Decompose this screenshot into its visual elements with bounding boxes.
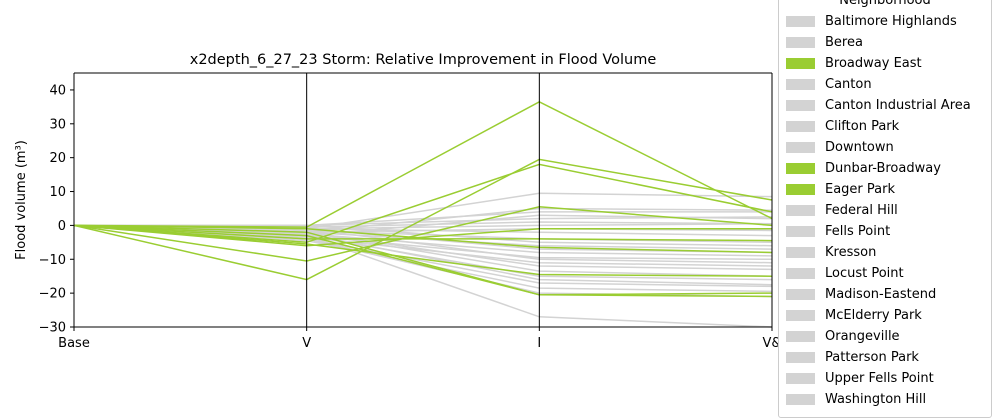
x-tick-label: Base: [58, 336, 90, 351]
legend-label: Patterson Park: [825, 350, 919, 365]
legend-label: Fells Point: [825, 224, 891, 239]
legend: Neighborhood Baltimore Highlands Berea Bro…: [778, 0, 992, 418]
legend-swatch: [786, 37, 815, 48]
legend-item: Clifton Park: [779, 116, 991, 137]
legend-swatch: [786, 16, 815, 27]
highlight-series-line-3: [73, 163, 773, 244]
gray-series-line-15: [73, 224, 773, 293]
legend-swatch: [786, 163, 815, 174]
legend-swatch: [786, 184, 815, 195]
legend-item: Federal Hill: [779, 200, 991, 221]
legend-swatch: [786, 205, 815, 216]
legend-swatch: [786, 58, 815, 69]
highlight-series-line-8: [73, 224, 773, 298]
x-tick-label: I: [537, 336, 541, 351]
highlight-series-line-1: [73, 100, 773, 228]
axes: Base V I V&40 30 20 10 0 −10 −20 −30: [39, 72, 782, 351]
y-tick-label: 0: [58, 219, 66, 234]
legend-item: Locust Point: [779, 263, 991, 284]
legend-swatch: [786, 247, 815, 258]
legend-label: Berea: [825, 35, 863, 50]
highlight-series-line-7: [73, 224, 773, 277]
legend-swatch: [786, 100, 815, 111]
chart: x2depth_6_27_23 Storm: Relative Improvem…: [14, 52, 782, 351]
y-axis-label: Flood volume (m³): [14, 140, 29, 260]
legend-label: Madison-Eastend: [825, 287, 937, 302]
legend-item: Dunbar-Broadway: [779, 158, 991, 179]
legend-swatch: [786, 352, 815, 363]
legend-swatch: [786, 121, 815, 132]
legend-label: Eager Park: [825, 182, 896, 197]
legend-title: Neighborhood: [839, 0, 931, 8]
legend-item: Canton Industrial Area: [779, 95, 991, 116]
legend-label: Canton Industrial Area: [825, 98, 971, 113]
legend-items: Baltimore Highlands Berea Broadway East Can…: [779, 11, 991, 410]
legend-label: Upper Fells Point: [825, 371, 934, 386]
gray-series-line-22: [74, 211, 772, 227]
chart-title: x2depth_6_27_23 Storm: Relative Improvem…: [190, 52, 657, 68]
legend-label: Locust Point: [825, 266, 904, 281]
highlight-series-line-2: [73, 158, 773, 281]
legend-swatch: [786, 373, 815, 384]
legend-item: Canton: [779, 74, 991, 95]
x-tick-label: V&: [762, 336, 781, 351]
legend-swatch: [786, 142, 815, 153]
legend-label: Broadway East: [825, 56, 922, 71]
gray-series-lines: [73, 192, 773, 328]
legend-item: Fells Point: [779, 221, 991, 242]
highlight-series-line-9: [73, 224, 773, 254]
legend-item: Berea: [779, 32, 991, 53]
highlight-series-lines: [73, 100, 773, 298]
y-tick-label: 10: [49, 185, 66, 200]
legend-item: Madison-Eastend: [779, 284, 991, 305]
legend-item: Eager Park: [779, 179, 991, 200]
legend-item: Patterson Park: [779, 347, 991, 368]
y-tick-label: 40: [49, 83, 66, 98]
legend-label: McElderry Park: [825, 308, 922, 323]
legend-label: Clifton Park: [825, 119, 900, 134]
legend-label: Dunbar-Broadway: [825, 161, 941, 176]
legend-swatch: [786, 289, 815, 300]
legend-swatch: [786, 226, 815, 237]
legend-item: Baltimore Highlands: [779, 11, 991, 32]
y-tick-label: 30: [49, 117, 66, 132]
y-tick-label: 20: [49, 151, 66, 166]
y-tick-label: −10: [39, 253, 66, 268]
legend-swatch: [786, 268, 815, 279]
gray-series-line-11: [73, 224, 773, 267]
y-tick-label: −20: [39, 287, 66, 302]
legend-label: Kresson: [825, 245, 877, 260]
legend-label: Baltimore Highlands: [825, 14, 957, 29]
legend-swatch: [786, 310, 815, 321]
gray-series-line-7: [73, 224, 773, 244]
legend-swatch: [786, 79, 815, 90]
legend-label: Orangeville: [825, 329, 900, 344]
x-tick-label: V: [302, 336, 311, 351]
legend-item: Kresson: [779, 242, 991, 263]
legend-label: Federal Hill: [825, 203, 898, 218]
legend-item: McElderry Park: [779, 305, 991, 326]
legend-label: Canton: [825, 77, 872, 92]
highlight-series-line-5: [73, 224, 772, 247]
y-tick-label: −30: [39, 321, 66, 336]
legend-item: Broadway East: [779, 53, 991, 74]
legend-swatch: [786, 331, 815, 342]
highlight-series-line-4: [73, 206, 773, 262]
legend-item: Orangeville: [779, 326, 991, 347]
legend-item: Upper Fells Point: [779, 368, 991, 389]
legend-label: Downtown: [825, 140, 894, 155]
highlight-series-line-6: [73, 224, 773, 242]
highlight-series-line-10: [73, 224, 773, 296]
legend-item: Downtown: [779, 137, 991, 158]
gray-series-line-25: [73, 224, 773, 286]
